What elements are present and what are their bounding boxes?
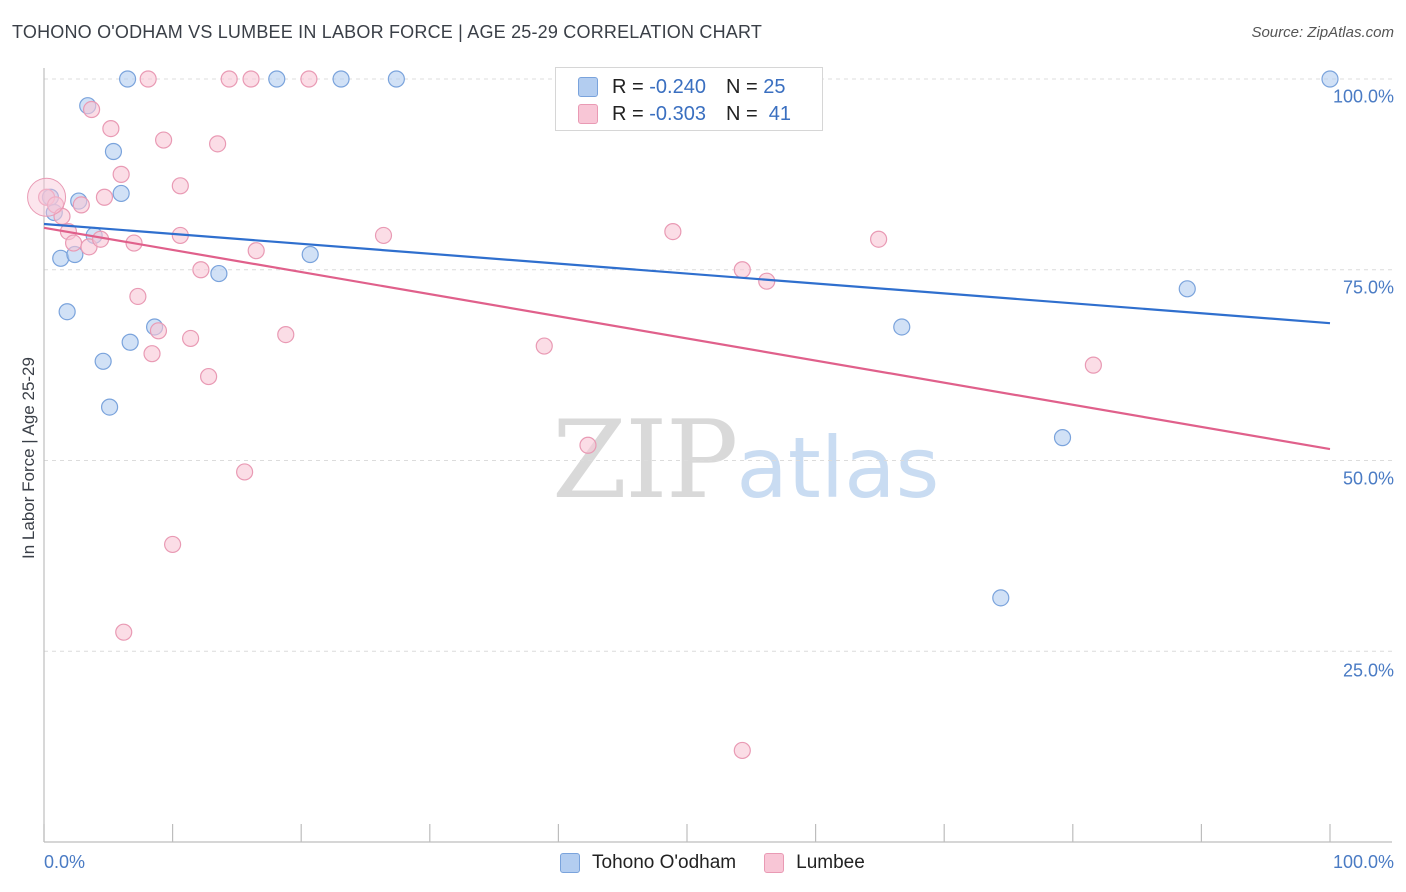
legend-swatch-blue — [578, 77, 598, 97]
lumbee-point-19 — [171, 177, 189, 195]
tohono-point-18 — [121, 333, 139, 351]
lumbee-point-18 — [209, 135, 227, 153]
lumbee-point-26 — [182, 329, 200, 348]
tohono-point-23 — [1053, 429, 1072, 447]
x-tick-label-min: 0.0% — [44, 852, 86, 872]
lumbee-point-40 — [733, 741, 751, 760]
legend-swatch-blue — [560, 853, 580, 873]
lumbee-point-17 — [154, 131, 173, 149]
tohono-point-19 — [94, 352, 112, 370]
lumbee-point-31 — [664, 223, 682, 241]
tohono-trend-line — [43, 222, 1331, 325]
lumbee-point-7 — [82, 100, 101, 119]
lumbee-point-14 — [220, 70, 238, 88]
y-tick-label-100: 100.0% — [1332, 86, 1394, 107]
lumbee-point-22 — [374, 226, 393, 245]
y-axis-label: In Labor Force | Age 25-29 — [19, 357, 38, 559]
lumbee-trend-line — [43, 226, 1331, 451]
tohono-point-20 — [100, 398, 119, 416]
tohono-point-24 — [992, 589, 1010, 607]
lumbee-point-37 — [236, 463, 254, 481]
lumbee-point-12 — [72, 196, 90, 214]
tohono-point-10 — [387, 70, 405, 88]
lumbee-point-39 — [115, 623, 133, 641]
lumbee-point-27 — [277, 326, 295, 344]
lumbee-point-9 — [112, 165, 130, 183]
stats-legend: R = -0.240 N = 25 R = -0.303 N = 41 — [555, 67, 823, 131]
tohono-point-21 — [893, 318, 911, 336]
lumbee-point-30 — [535, 337, 553, 355]
lumbee-point-29 — [200, 367, 218, 386]
legend-n-label: N = — [725, 75, 758, 98]
legend-swatch-pink — [578, 104, 598, 124]
lumbee-point-13 — [139, 70, 157, 88]
legend-n-value: 25 — [763, 75, 786, 98]
tohono-point-12 — [52, 249, 70, 267]
tohono-point-4 — [104, 142, 123, 161]
legend-r-label: R = — [612, 75, 644, 98]
lumbee-point-34 — [870, 230, 888, 248]
source-label: Source: ZipAtlas.com — [1251, 24, 1394, 41]
lumbee-point-11 — [95, 188, 114, 206]
lumbee-point-23 — [192, 261, 210, 279]
tohono-point-16 — [58, 303, 76, 321]
legend-row-lumbee: R = -0.303 N = 41 — [578, 102, 791, 126]
legend-swatch-pink — [764, 853, 785, 873]
tohono-point-15 — [210, 264, 228, 283]
tohono-point-5 — [112, 184, 130, 203]
tohono-point-9 — [332, 70, 350, 88]
legend-n-label: N = — [725, 102, 758, 125]
lumbee-point-32 — [733, 261, 751, 279]
y-tick-label-25: 25.0% — [1342, 660, 1394, 681]
y-tick-label-50: 50.0% — [1342, 468, 1394, 489]
lumbee-point-4 — [64, 234, 83, 252]
lumbee-point-16 — [300, 70, 318, 88]
lumbee-point-25 — [149, 322, 168, 340]
legend-r-value: -0.303 — [649, 102, 706, 125]
series-legend: Tohono O'odham Lumbee — [560, 852, 893, 874]
legend-label-tohono: Tohono O'odham — [592, 852, 737, 873]
legend-item-tohono[interactable]: Tohono O'odham — [560, 852, 736, 874]
tohono-point-14 — [301, 245, 319, 264]
lumbee-point-36 — [579, 436, 597, 454]
legend-item-lumbee[interactable]: Lumbee — [764, 852, 865, 874]
y-tick-label-75: 75.0% — [1342, 277, 1394, 298]
legend-row-tohono: R = -0.240 N = 25 — [578, 75, 785, 99]
lumbee-large-point — [27, 177, 67, 217]
watermark-atlas: atlas — [736, 419, 940, 517]
legend-n-value: 41 — [768, 102, 792, 125]
tohono-point-22 — [1178, 280, 1196, 298]
tohono-point-8 — [268, 70, 286, 88]
tohono-point-3 — [118, 70, 137, 88]
lumbee-point-15 — [242, 70, 260, 88]
lumbee-point-28 — [143, 345, 161, 363]
lumbee-point-21 — [247, 242, 265, 260]
lumbee-point-24 — [129, 287, 147, 306]
legend-label-lumbee: Lumbee — [796, 852, 865, 873]
lumbee-point-35 — [1084, 356, 1102, 374]
chart-title: TOHONO O'ODHAM VS LUMBEE IN LABOR FORCE … — [12, 22, 763, 42]
lumbee-point-38 — [164, 535, 182, 554]
legend-r-label: R = — [612, 102, 644, 125]
lumbee-point-8 — [102, 119, 120, 138]
legend-r-value: -0.240 — [649, 75, 706, 98]
x-tick-label-max: 100.0% — [1332, 852, 1394, 872]
tohono-point-11 — [1321, 70, 1339, 88]
